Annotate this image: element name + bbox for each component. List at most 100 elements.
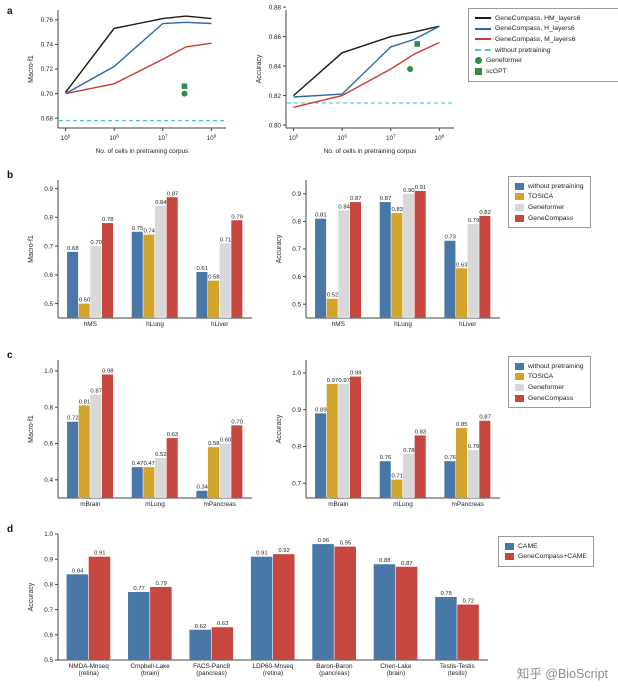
bar-value-label: 0.84 xyxy=(72,568,84,574)
bar-value-label: 0.63 xyxy=(167,432,179,438)
bar-genecompass xyxy=(479,215,491,318)
legend-label: CAME xyxy=(518,542,538,550)
bar-tosica xyxy=(208,447,220,498)
x-category-label: (retina) xyxy=(263,670,283,677)
bar-genecompass-came xyxy=(457,604,479,660)
bar-geneformer xyxy=(467,224,479,318)
y-tick-label: 0.82 xyxy=(269,93,282,100)
x-tick-label: 107 xyxy=(158,133,168,142)
legend-item-genecompass: GeneCompass xyxy=(515,394,584,403)
x-category-label: hLiver xyxy=(459,321,477,328)
y-tick-label: 0.8 xyxy=(44,582,53,589)
legend-label: TOSICA xyxy=(528,193,554,201)
bar-geneformer xyxy=(403,453,415,498)
y-tick-label: 0.88 xyxy=(269,4,282,11)
y-tick-label: 0.5 xyxy=(44,301,53,308)
bar-value-label: 0.84 xyxy=(155,200,167,206)
y-tick-label: 1.0 xyxy=(292,370,301,377)
chart-svg: 0.68 0.70 0.72 0.74 0.76 105 106 107 108 No. of c… xyxy=(28,10,226,155)
legend-label: without pretraining xyxy=(528,362,584,370)
bar-value-label: 0.96 xyxy=(318,538,330,544)
bar-value-label: 0.84 xyxy=(338,204,350,210)
bar-without-pretraining xyxy=(131,467,143,498)
legend-item-tosica: TOSICA xyxy=(515,192,584,201)
marker-scgpt xyxy=(181,83,188,90)
x-category-label: NMDA-Mnseq xyxy=(69,663,110,670)
legend-label: scGPT xyxy=(486,67,507,75)
bar-genecompass xyxy=(349,376,362,498)
y-tick-label: 0.8 xyxy=(292,219,301,226)
legend-swatch-icon xyxy=(515,373,524,381)
x-tick-label: 108 xyxy=(207,133,217,142)
y-tick-label: 0.5 xyxy=(292,301,301,308)
y-tick-label: 0.76 xyxy=(41,17,54,24)
bar-value-label: 0.61 xyxy=(196,266,207,272)
bar-value-label: 0.79 xyxy=(468,444,479,450)
bar-value-label: 0.47 xyxy=(132,461,143,467)
x-tick-label: 105 xyxy=(289,133,299,142)
y-tick-label: 0.7 xyxy=(292,480,301,487)
bar-value-label: 0.88 xyxy=(379,558,391,564)
bar-value-label: 0.74 xyxy=(143,229,155,235)
y-tick-label: 0.4 xyxy=(44,477,53,484)
marker-geneformer xyxy=(181,90,188,97)
bar-value-label: 0.87 xyxy=(479,415,490,421)
bar-value-label: 0.99 xyxy=(350,371,361,377)
legend-label: GeneCompass+CAME xyxy=(518,553,587,561)
y-tick-label: 1.0 xyxy=(44,368,53,375)
y-tick-label: 0.8 xyxy=(44,215,53,222)
watermark: 知乎 @BioScript xyxy=(516,667,608,681)
bar-value-label: 0.95 xyxy=(340,541,352,547)
bar-value-label: 0.77 xyxy=(133,586,144,592)
bar-without-pretraining xyxy=(444,461,456,498)
bar-value-label: 0.58 xyxy=(208,441,220,447)
legend-item-came: CAME xyxy=(505,542,587,551)
y-tick-label: 0.86 xyxy=(269,34,282,41)
legend-swatch-icon xyxy=(515,362,524,370)
y-tick-label: 0.6 xyxy=(44,632,53,639)
chart-svg: 0.5 0.6 0.7 0.8 0.9 Macro-f1 0.68 0.50 0.70 0.78 h… xyxy=(28,180,252,328)
legend-swatch-icon xyxy=(475,27,491,30)
x-category-label: (brain) xyxy=(141,670,159,677)
bar-value-label: 0.98 xyxy=(102,369,114,375)
legend-label: without pretraining xyxy=(528,182,584,190)
legend-item-tosica: TOSICA xyxy=(515,372,584,381)
bar-value-label: 0.75 xyxy=(132,226,144,232)
bar-genecompass-came xyxy=(273,554,295,660)
bar-came xyxy=(435,597,457,660)
legend-label: without pretraining xyxy=(495,46,551,54)
legend-item-geneformer: Geneformer xyxy=(515,203,584,212)
chart-svg: 0.4 0.6 0.8 1.0 Macro-f1 0.72 0.810.87 0.98 mBra… xyxy=(28,360,252,508)
bar-value-label: 0.71 xyxy=(391,474,402,480)
legend-item-genecompass-h-layers6: GeneCompass, H_layers6 xyxy=(475,24,618,33)
legend-item-without-pretraining: without pretraining xyxy=(515,182,584,191)
legend-label: GeneCompass xyxy=(528,394,574,402)
series-line-genecompass-hm-layers6 xyxy=(293,25,440,97)
panel-b-macro-f1-bar-chart: 0.5 0.6 0.7 0.8 0.9 Macro-f1 0.68 0.50 0.70 0.78 h… xyxy=(24,168,256,339)
bar-genecompass-came xyxy=(88,556,111,660)
legend-label: GeneCompass, M_layers6 xyxy=(495,35,576,43)
bar-geneformer xyxy=(90,246,102,318)
bar-genecompass xyxy=(101,374,114,498)
bar-tosica xyxy=(208,280,220,318)
marker-geneformer xyxy=(407,66,414,72)
y-tick-label: 0.9 xyxy=(44,556,53,563)
legend-swatch-icon xyxy=(475,49,491,52)
y-tick-label: 0.6 xyxy=(44,272,53,279)
y-tick-label: 0.70 xyxy=(41,91,54,98)
bar-without-pretraining xyxy=(315,218,327,318)
legend-item-scgpt: scGPT xyxy=(475,67,618,76)
y-axis-title: Accuracy xyxy=(276,234,283,263)
x-tick-label: 105 xyxy=(61,133,71,142)
panel-label-a: a xyxy=(7,6,13,17)
bar-geneformer xyxy=(155,205,167,318)
bar-tosica xyxy=(456,428,468,498)
bar-value-label: 0.79 xyxy=(155,581,166,587)
series-line-genecompass-hm-layers6 xyxy=(64,15,212,93)
legend-swatch-icon xyxy=(475,67,482,75)
y-tick-label: 0.6 xyxy=(44,441,53,448)
bar-genecompass xyxy=(479,420,491,498)
legend-item-without-pretraining: without pretraining xyxy=(475,46,618,55)
